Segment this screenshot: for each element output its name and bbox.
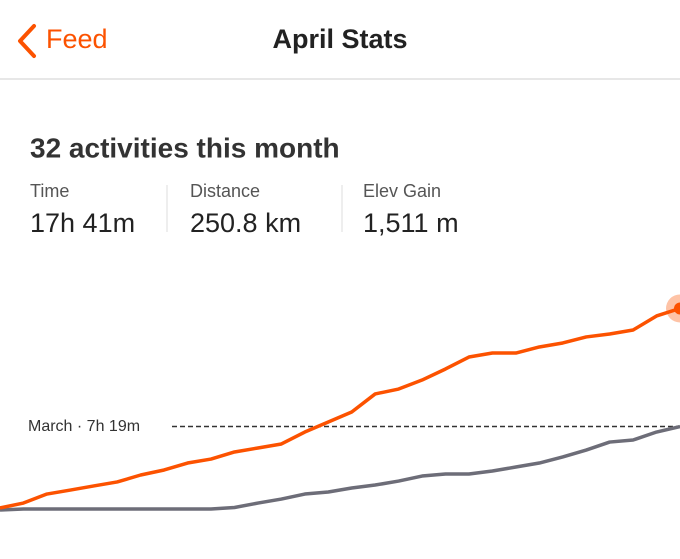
back-chevron[interactable] [18,24,36,58]
reference-label: March · 7h 19m [28,418,140,435]
summary: 32 activities this month [30,132,340,163]
stat-label: Elev Gain [363,181,441,201]
back-button[interactable]: Feed [18,24,108,58]
back-label[interactable]: Feed [46,24,108,54]
stat-value: 1,511 m [363,208,459,238]
endpoint-dot [674,302,680,315]
stat-label: Time [30,181,69,201]
stat-value: 17h 41m [30,208,135,238]
stat-label: Distance [190,181,260,201]
series-line [0,424,680,512]
endpoint-halo [666,294,680,323]
stat-value: 250.8 km [190,208,301,238]
series-line [0,306,680,510]
page-title: April Stats [272,24,407,54]
